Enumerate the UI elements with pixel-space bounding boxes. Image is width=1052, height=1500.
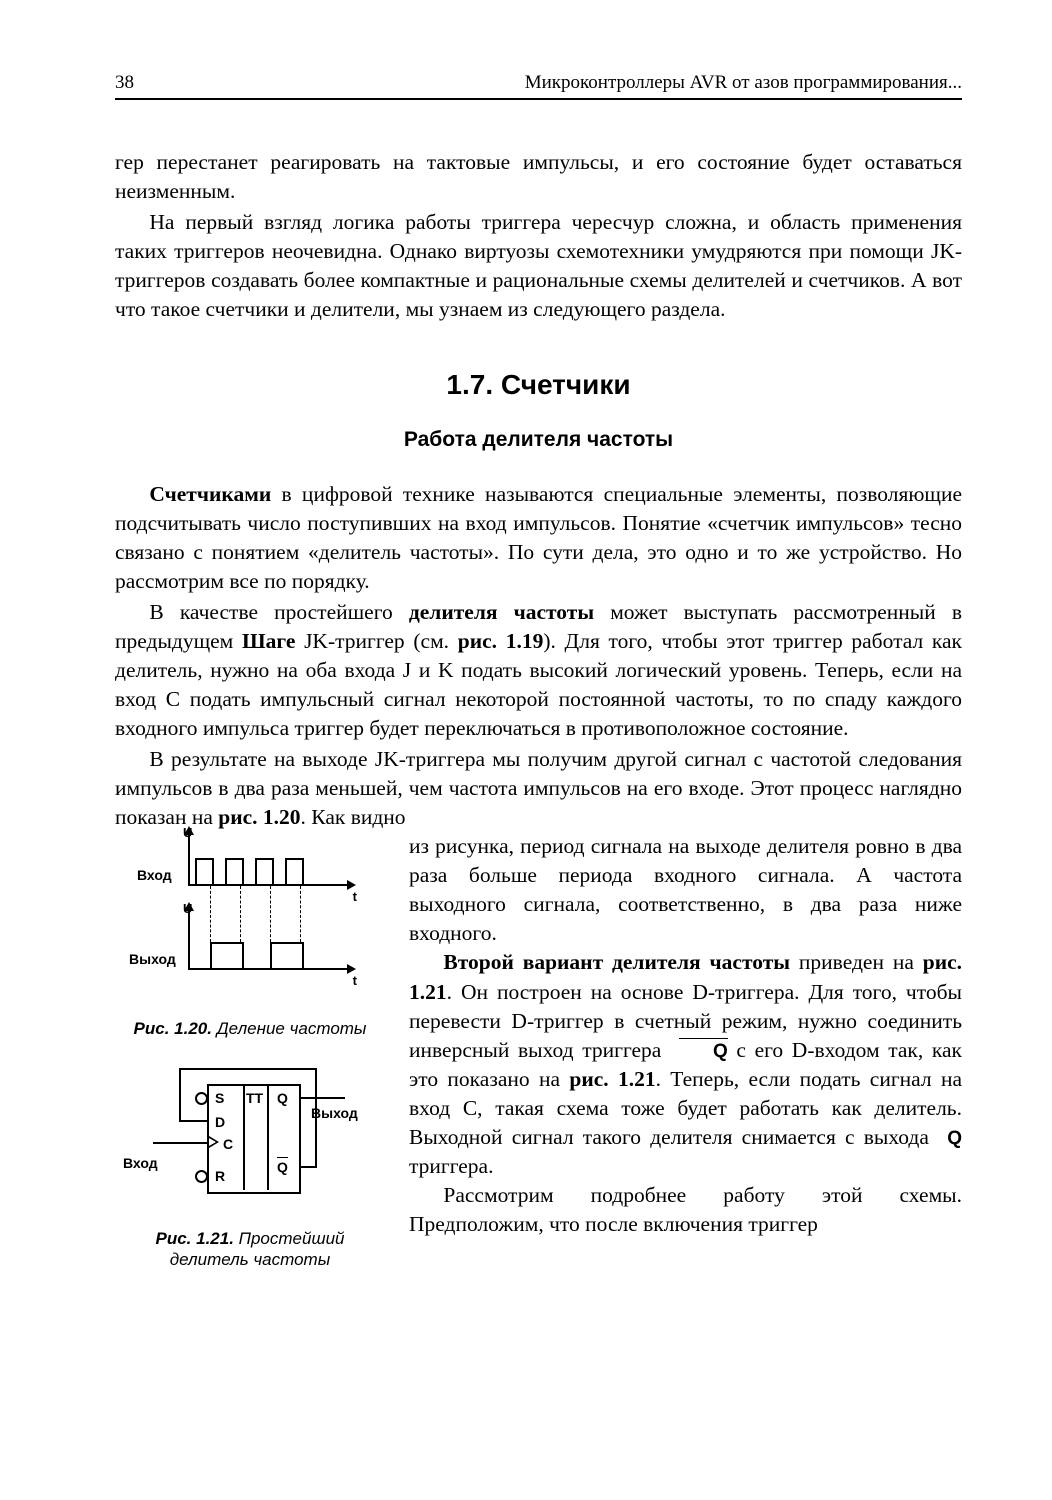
wire: [315, 1068, 317, 1168]
pin-r: R: [215, 1167, 225, 1186]
paragraph: В качестве простейшего делителя частоты …: [115, 598, 962, 743]
dash-line: [270, 886, 271, 942]
figure-caption: Рис. 1.21. Простейший делитель частоты: [115, 1228, 385, 1271]
t-label: t: [353, 972, 357, 990]
pin-q: Q: [277, 1089, 288, 1108]
caption-label: Рис. 1.21.: [156, 1229, 234, 1248]
out-label: Выход: [129, 950, 176, 969]
inversion-circle: [195, 1092, 208, 1105]
text-run: приведен на: [790, 950, 923, 974]
page-content: гер перестанет реагировать на тактовые и…: [0, 100, 1052, 1239]
term-bold: делителя частоты: [409, 600, 594, 624]
q-symbol: Q: [947, 1128, 962, 1149]
inversion-circle: [195, 1170, 208, 1183]
pulse: [255, 858, 274, 886]
y-axis: [188, 834, 190, 886]
text-run: В качестве простейшего: [149, 600, 408, 624]
wire: [179, 1068, 181, 1122]
page-header: 38 Микроконтроллеры AVR от азов программ…: [0, 0, 1052, 94]
pin-d: D: [215, 1113, 225, 1132]
pin-qbar: Q: [277, 1158, 288, 1177]
pulse: [270, 942, 304, 970]
box-divider: [267, 1084, 269, 1190]
text-run: триггера.: [409, 1154, 493, 1178]
wire: [299, 1097, 345, 1099]
clock-triangle-inner: [209, 1138, 216, 1146]
text-run: . Как видно: [301, 805, 406, 829]
pulse: [210, 942, 244, 970]
wire: [179, 1068, 317, 1070]
text-run: JK-триггер (см.: [295, 629, 457, 653]
page: 38 Микроконтроллеры AVR от азов программ…: [0, 0, 1052, 1500]
dash-line: [240, 886, 241, 942]
paragraph: Счетчиками в цифровой технике называются…: [115, 480, 962, 596]
tt-label: TT: [246, 1089, 263, 1108]
term-bold: Второй вариант делителя частоты: [443, 950, 790, 974]
in-label: Вход: [137, 866, 172, 885]
page-number: 38: [115, 72, 134, 94]
pin-c: C: [223, 1135, 233, 1154]
paragraph: гер перестанет реагировать на тактовые и…: [115, 148, 962, 206]
figure-column: U t Вход U t Выход: [115, 838, 385, 1294]
term-bold: Шаге: [242, 629, 295, 653]
running-title: Микроконтроллеры AVR от азов программиро…: [525, 72, 962, 94]
ref-bold: рис. 1.20: [218, 805, 300, 829]
pulse: [195, 858, 214, 886]
pulse: [285, 858, 304, 886]
wire: [153, 1142, 207, 1144]
ref-bold: рис. 1.21: [569, 1067, 655, 1091]
dash-line: [210, 886, 211, 942]
pulse: [225, 858, 244, 886]
t-label: t: [353, 888, 357, 906]
section-title: 1.7. Счетчики: [115, 366, 962, 404]
figure-caption: Рис. 1.20. Деление частоты: [115, 1018, 385, 1039]
figure-1-20: U t Вход U t Выход: [133, 838, 363, 1008]
q-bar-symbol: Q: [679, 1039, 728, 1065]
paragraph: На первый взгляд логика работы триггера …: [115, 208, 962, 324]
caption-text: Деление частоты: [212, 1019, 366, 1038]
y-axis: [188, 910, 190, 970]
term-bold: Счетчиками: [149, 482, 271, 506]
out-label: Выход: [311, 1104, 358, 1123]
in-label: Вход: [123, 1154, 158, 1173]
caption-label: Рис. 1.20.: [134, 1019, 212, 1038]
figure-1-21: TT S D C R Q Q Вход Выхо: [125, 1064, 365, 1214]
wire: [179, 1120, 207, 1122]
section-subtitle: Работа делителя частоты: [115, 426, 962, 454]
ref-bold: рис. 1.19: [458, 629, 544, 653]
paragraph: В результате на выходе JK-триггера мы по…: [115, 745, 962, 832]
box-divider: [243, 1084, 245, 1190]
dash-line: [300, 886, 301, 942]
pin-s: S: [215, 1089, 224, 1108]
